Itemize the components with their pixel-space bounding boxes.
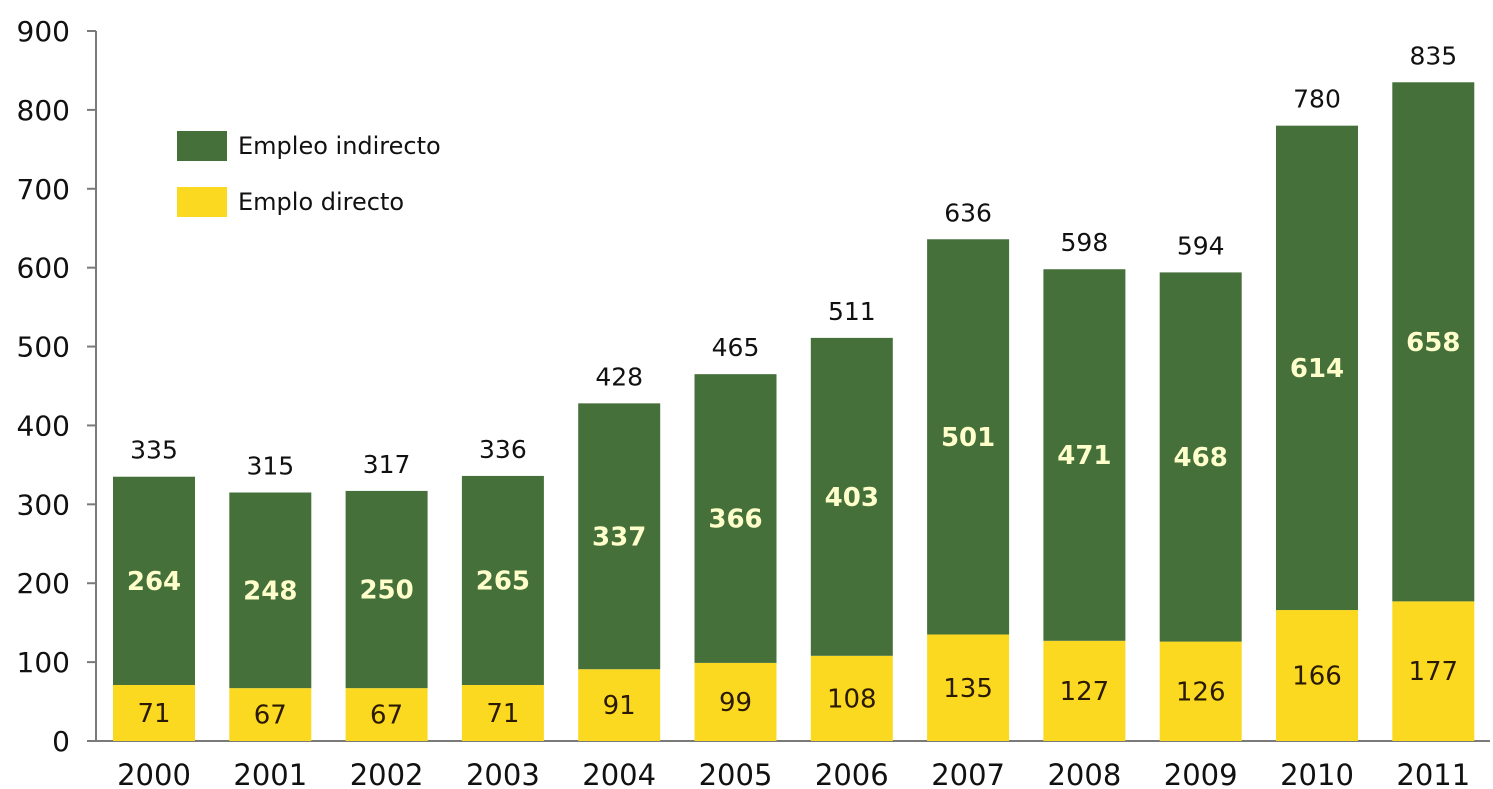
- data-label-total: 335: [130, 436, 178, 465]
- data-label-emplo-directo: 67: [254, 701, 287, 731]
- bar-segment-empleo-indirecto: [1043, 269, 1126, 641]
- x-tick-label: 2007: [931, 758, 1005, 789]
- y-axis-ticks: 0 100 200 300 400 500 600 700 800 900: [17, 15, 96, 758]
- data-label-total: 511: [828, 297, 876, 326]
- bar-segment-emplo-directo: [694, 662, 777, 741]
- x-tick-label: 2009: [1164, 758, 1238, 789]
- data-label-total: 336: [479, 435, 527, 464]
- data-label-empleo-indirecto: 468: [1174, 443, 1228, 473]
- legend-swatch-emplo-directo: [177, 187, 227, 217]
- bar-segment-emplo-directo: [345, 688, 428, 741]
- y-tick-label: 200: [17, 567, 70, 600]
- data-label-total: 598: [1061, 228, 1109, 257]
- bar-segment-emplo-directo: [229, 688, 312, 741]
- data-label-emplo-directo: 126: [1176, 677, 1226, 707]
- data-label-total: 428: [595, 362, 643, 391]
- bar-segment-empleo-indirecto: [1159, 272, 1242, 642]
- x-tick-label: 2002: [350, 758, 424, 789]
- data-label-emplo-directo: 71: [137, 699, 170, 729]
- data-label-emplo-directo: 135: [943, 674, 993, 704]
- data-label-empleo-indirecto: 248: [243, 576, 297, 606]
- x-tick-label: 2010: [1280, 758, 1354, 789]
- data-label-total: 465: [712, 333, 760, 362]
- legend-label-empleo-indirecto: Empleo indirecto: [238, 132, 441, 160]
- data-label-empleo-indirecto: 501: [941, 423, 995, 453]
- x-tick-label: 2000: [117, 758, 191, 789]
- legend-label-emplo-directo: Emplo directo: [238, 188, 404, 216]
- x-axis-labels: 2000 2001 2002 2003 2004 2005 2006 2007 2008 2009…: [117, 758, 1470, 789]
- data-label-emplo-directo: 67: [370, 701, 403, 731]
- bar-segment-emplo-directo: [1276, 610, 1358, 741]
- data-label-empleo-indirecto: 264: [127, 567, 181, 597]
- y-tick-label: 0: [52, 725, 70, 758]
- y-tick-label: 300: [17, 488, 70, 521]
- bar-segment-emplo-directo: [113, 684, 195, 741]
- bar-segment-empleo-indirecto: [927, 239, 1010, 635]
- axes: [95, 31, 1490, 742]
- data-labels: 71 264 335 67 248 315 67 250 317 71 265 336 91 337 428…: [127, 41, 1461, 730]
- bar-segment-empleo-indirecto: [229, 492, 312, 689]
- data-label-empleo-indirecto: 265: [476, 566, 530, 596]
- bar-segment-emplo-directo: [461, 684, 544, 741]
- bar-segment-empleo-indirecto: [1392, 82, 1475, 602]
- bar-segment-emplo-directo: [927, 634, 1010, 741]
- y-tick-label: 400: [17, 409, 70, 442]
- data-label-empleo-indirecto: 658: [1406, 328, 1460, 358]
- x-tick-label: 2011: [1396, 758, 1470, 789]
- data-label-empleo-indirecto: 250: [359, 576, 413, 606]
- x-tick-label: 2008: [1047, 758, 1121, 789]
- data-label-emplo-directo: 166: [1292, 662, 1342, 692]
- legend: Empleo indirecto Emplo directo: [177, 131, 441, 217]
- data-label-emplo-directo: 71: [486, 699, 519, 729]
- data-label-empleo-indirecto: 337: [592, 522, 646, 552]
- data-label-empleo-indirecto: 366: [708, 505, 762, 535]
- bar-segment-emplo-directo: [810, 655, 893, 741]
- data-label-total: 315: [246, 452, 294, 481]
- bar-segment-empleo-indirecto: [694, 374, 777, 663]
- data-label-emplo-directo: 177: [1408, 657, 1458, 687]
- y-tick-label: 700: [17, 173, 70, 206]
- x-tick-label: 2005: [699, 758, 773, 789]
- data-label-total: 835: [1409, 41, 1457, 70]
- y-tick-label: 800: [17, 94, 70, 127]
- legend-swatch-empleo-indirecto: [177, 131, 227, 161]
- x-tick-label: 2004: [582, 758, 656, 789]
- x-tick-label: 2003: [466, 758, 540, 789]
- data-label-empleo-indirecto: 614: [1290, 354, 1344, 384]
- data-label-total: 594: [1177, 231, 1225, 260]
- bar-segment-empleo-indirecto: [810, 337, 893, 656]
- bar-segment-emplo-directo: [1159, 641, 1242, 741]
- bar-segment-empleo-indirecto: [461, 475, 544, 685]
- data-label-total: 317: [363, 450, 411, 479]
- data-label-empleo-indirecto: 471: [1057, 441, 1111, 471]
- y-tick-label: 500: [17, 331, 70, 364]
- bars: [113, 82, 1475, 741]
- x-tick-label: 2001: [233, 758, 307, 789]
- data-label-emplo-directo: 91: [603, 691, 636, 721]
- data-label-total: 636: [944, 198, 992, 227]
- bar-segment-empleo-indirecto: [113, 476, 195, 685]
- bar-segment-empleo-indirecto: [578, 403, 661, 670]
- y-tick-label: 900: [17, 15, 70, 48]
- data-label-total: 780: [1293, 85, 1341, 114]
- y-tick-label: 100: [17, 646, 70, 679]
- data-label-empleo-indirecto: 403: [825, 483, 879, 513]
- bar-segment-emplo-directo: [1043, 640, 1126, 741]
- data-label-emplo-directo: 99: [719, 688, 752, 718]
- bar-segment-emplo-directo: [1392, 601, 1475, 741]
- data-label-emplo-directo: 108: [827, 684, 877, 714]
- y-tick-label: 600: [17, 252, 70, 285]
- x-tick-label: 2006: [815, 758, 889, 789]
- bar-segment-emplo-directo: [578, 669, 661, 741]
- bar-segment-empleo-indirecto: [345, 490, 428, 689]
- data-label-emplo-directo: 127: [1060, 677, 1110, 707]
- bar-segment-empleo-indirecto: [1276, 125, 1358, 611]
